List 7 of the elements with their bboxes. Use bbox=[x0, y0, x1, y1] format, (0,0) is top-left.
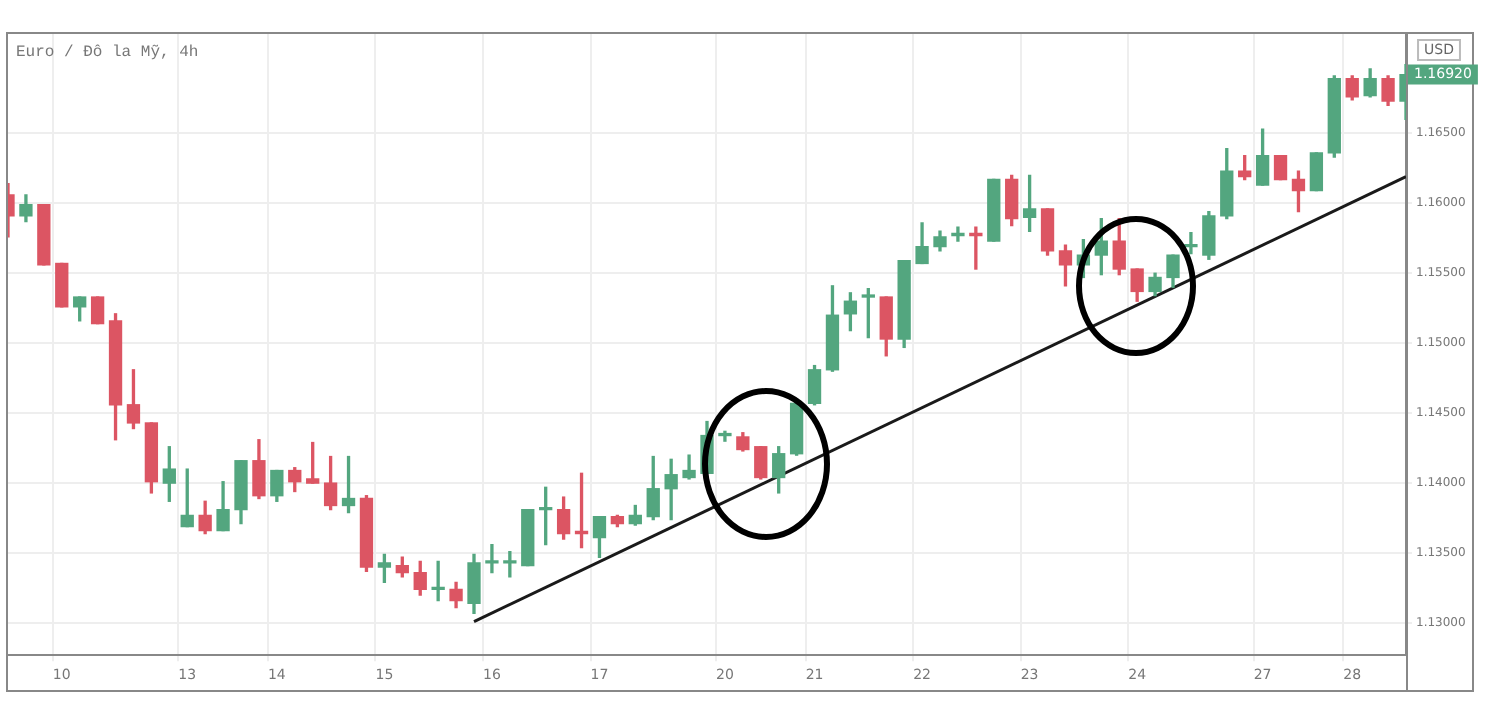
candlestick bbox=[969, 226, 983, 270]
candlestick bbox=[951, 226, 965, 242]
candlestick bbox=[664, 458, 678, 521]
text: Euro / Đô la Mỹ, 4h bbox=[16, 44, 199, 63]
candlestick bbox=[431, 560, 445, 602]
candlestick bbox=[485, 544, 499, 574]
candlestick bbox=[503, 551, 517, 578]
